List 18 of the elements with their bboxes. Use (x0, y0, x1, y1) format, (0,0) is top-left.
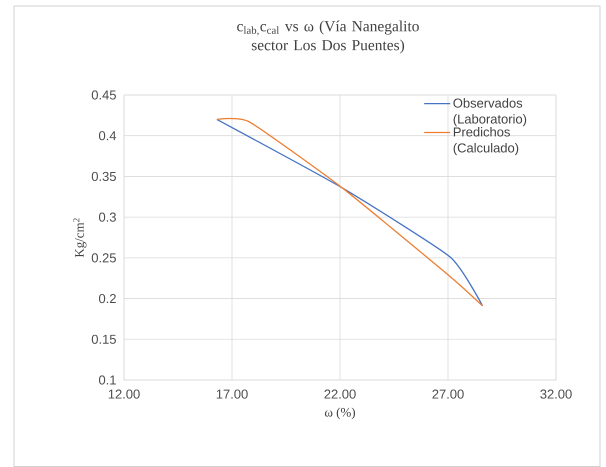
x-tick-label: 32.00 (540, 390, 572, 399)
y-tick-label: 0.35 (92, 172, 116, 182)
y-tick-label: 0.3 (98, 212, 116, 222)
x-tick-label: 22.00 (324, 390, 356, 399)
y-tick-label: 0.45 (92, 90, 116, 100)
y-axis-title: Kg/cm$^{2}$ (73, 218, 86, 258)
x-tick-label: 17.00 (216, 390, 248, 399)
y-tick-label: 0.1 (98, 375, 116, 385)
x-tick-label: 12.00 (108, 390, 140, 399)
x-tick-label: 27.00 (432, 390, 464, 399)
x-axis-title: ω (%) (324, 408, 356, 420)
y-tick-label: 0.15 (92, 334, 116, 344)
y-tick-label: 0.4 (98, 131, 116, 140)
legend-label: Observados (Laboratorio) (453, 98, 526, 126)
y-tick-label: 0.25 (92, 253, 116, 262)
legend-label: Predichos (Calculado) (454, 127, 518, 156)
chart-title: c$_{lab,}$c$_{cal}$ vs ω (Vía Nanegalito sector Los Dos Puentes) (237, 20, 419, 54)
y-tick-label: 0.2 (98, 294, 116, 304)
